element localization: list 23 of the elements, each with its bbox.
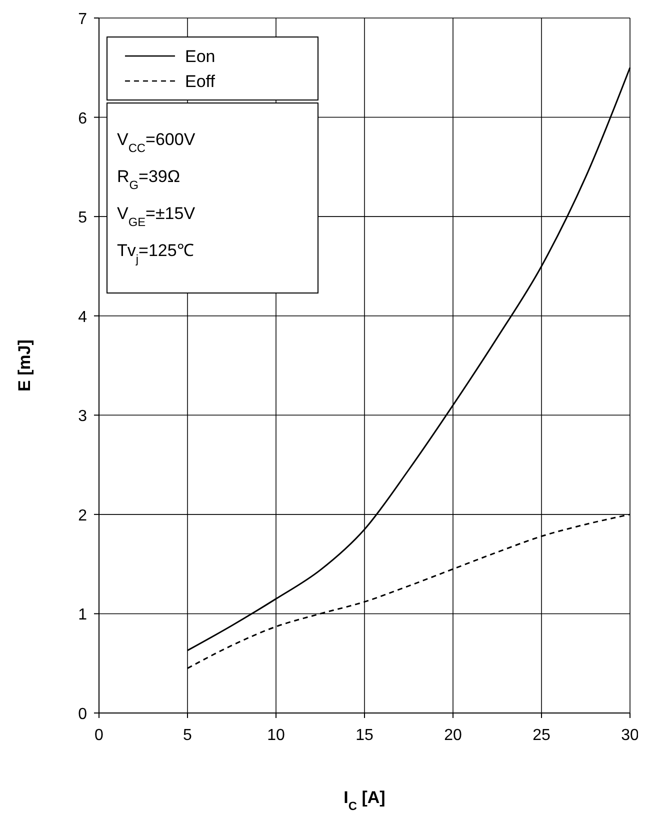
- x-tick-label: 10: [267, 727, 285, 744]
- y-tick-label: 0: [78, 706, 88, 723]
- y-axis-title: E [mJ]: [15, 340, 34, 392]
- annotation: V$_{CC}$=600V: [117, 130, 196, 155]
- x-tick-label: 0: [94, 727, 104, 744]
- y-tick-label: 5: [78, 210, 88, 227]
- y-tick-label: 3: [78, 408, 88, 426]
- x-tick-label: 30: [621, 727, 639, 744]
- x-axis-title: I$_{C}$ [A]: [344, 788, 386, 813]
- annotation: V$_{GE}$=±15V: [117, 204, 196, 229]
- legend-label: Eon: [185, 47, 216, 66]
- x-tick-label: 5: [183, 727, 192, 744]
- x-tick-label: 15: [356, 727, 374, 744]
- y-tick-label: 7: [78, 11, 88, 28]
- y-tick-label: 4: [78, 308, 88, 326]
- y-tick-label: 1: [78, 606, 88, 624]
- x-tick-label: 20: [444, 727, 462, 744]
- x-tick-label: 25: [532, 727, 550, 744]
- y-tick-label: 2: [78, 507, 88, 524]
- annotation: R$_{G}$=39Ω: [117, 167, 180, 192]
- legend-label: Eoff: [185, 72, 216, 91]
- y-tick-label: 6: [78, 110, 88, 128]
- annotation: Tv$_{j}$=125℃: [117, 241, 194, 266]
